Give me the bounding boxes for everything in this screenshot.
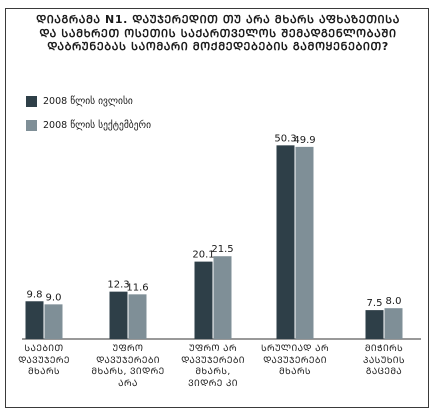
category-label-2-line-4: ᲐᲠᲐ — [118, 378, 138, 389]
category-label-2: ᲣᲤᲠᲝ ᲓᲐᲕᲣᲯᲔᲠᲔᲑᲘ ᲛᲮᲐᲠᲡ, ᲕᲘᲓᲠᲔ ᲐᲠᲐ — [89, 344, 167, 390]
legend-swatch-september — [26, 119, 37, 131]
legend-item-september: 2008 წლის სექტემბერი — [26, 116, 151, 134]
bar-series-1-cat-2 — [109, 291, 128, 339]
data-label-series-1-cat-1: 9.8 — [27, 289, 43, 300]
bar-series-2-cat-5 — [384, 308, 403, 339]
data-label-series-1-cat-2: 12.3 — [107, 280, 129, 291]
legend: 2008 წლის ივლისი 2008 წლის სექტემბერი — [26, 92, 151, 140]
data-label-series-2-cat-3: 21.5 — [211, 244, 233, 255]
category-label-1: ᲡᲐᲔᲑᲘᲗ ᲓᲐᲕᲣᲯᲔᲠᲔ ᲛᲮᲐᲠᲡ — [5, 344, 83, 379]
category-label-2-line-1: ᲣᲤᲠᲝ — [112, 344, 144, 354]
category-label-5: ᲛᲘᲭᲘᲠᲡ ᲞᲐᲡᲣᲮᲘᲡ ᲒᲐᲪᲔᲛᲐ — [345, 344, 423, 379]
category-label-3-line-4: ᲕᲘᲓᲠᲔ ᲙᲘ — [188, 378, 238, 389]
category-label-4-line-2: ᲓᲐᲕᲣᲯᲔᲠᲔᲑᲘ — [263, 355, 327, 366]
data-label-series-2-cat-5: 8.0 — [386, 296, 402, 307]
category-label-1-line-2: ᲓᲐᲕᲣᲯᲔᲠᲔ — [18, 355, 70, 366]
data-label-series-2-cat-1: 9.0 — [46, 292, 62, 303]
bar-series-1-cat-4 — [276, 145, 295, 339]
category-label-2-line-3: ᲛᲮᲐᲠᲡ, ᲕᲘᲓᲠᲔ — [91, 367, 165, 377]
category-label-1-line-3: ᲛᲮᲐᲠᲡ — [27, 367, 61, 377]
category-label-5-line-1: ᲛᲘᲭᲘᲠᲡ — [364, 344, 404, 354]
legend-swatch-july — [26, 95, 37, 107]
legend-label-september: 2008 წლის სექტემბერი — [43, 119, 152, 131]
chart-title-line-2: ᲓᲐ ᲡᲐᲛᲮᲠᲔᲗ ᲝᲡᲔᲗᲘᲡ ᲡᲐᲥᲐᲠᲗᲕᲔᲚᲝᲡ ᲨᲔᲛᲐᲓᲒᲔᲜᲚᲝ… — [39, 26, 397, 40]
chart-title: ᲓᲘᲐᲒᲠᲐᲛᲐ N1. ᲓᲐᲣᲯᲔᲠᲔᲓᲘᲗ ᲗᲣ ᲐᲠᲐ ᲛᲮᲐᲠᲡ ᲐᲤᲮ… — [0, 13, 436, 54]
category-label-4: ᲡᲠᲣᲚᲘᲐᲓ ᲐᲠ ᲓᲐᲕᲣᲯᲔᲠᲔᲑᲘ ᲛᲮᲐᲠᲡ — [256, 344, 334, 379]
bar-series-1-cat-5 — [365, 310, 384, 339]
category-label-3-line-2: ᲓᲐᲕᲣᲯᲔᲠᲔᲑᲘ — [181, 355, 245, 366]
data-label-series-2-cat-2: 11.6 — [126, 282, 148, 293]
category-label-3-line-3: ᲛᲮᲐᲠᲡ, — [195, 367, 231, 377]
category-label-4-line-1: ᲡᲠᲣᲚᲘᲐᲓ ᲐᲠ — [261, 344, 329, 354]
chart-title-line-1: ᲓᲘᲐᲒᲠᲐᲛᲐ N1. ᲓᲐᲣᲯᲔᲠᲔᲓᲘᲗ ᲗᲣ ᲐᲠᲐ ᲛᲮᲐᲠᲡ ᲐᲤᲮ… — [36, 13, 400, 26]
category-label-4-line-3: ᲛᲮᲐᲠᲡ — [278, 367, 312, 377]
chart-frame — [5, 8, 429, 408]
legend-label-july: 2008 წლის ივლისი — [43, 95, 133, 107]
legend-item-july: 2008 წლის ივლისი — [26, 92, 151, 110]
bar-series-1-cat-1 — [25, 301, 44, 339]
category-label-3-line-1: ᲣᲤᲠᲝ ᲐᲠ — [189, 344, 237, 354]
bar-series-1-cat-3 — [194, 261, 213, 339]
chart-title-line-3: ᲓᲐᲑᲠᲣᲜᲔᲑᲐᲡ ᲡᲐᲝᲛᲐᲠᲘ ᲛᲝᲥᲛᲔᲓᲔᲑᲔᲑᲘᲡ ᲒᲐᲛᲝᲧᲔᲜᲔ… — [47, 40, 389, 53]
bar-series-2-cat-4 — [295, 146, 314, 339]
category-label-2-line-2: ᲓᲐᲕᲣᲯᲔᲠᲔᲑᲘ — [96, 355, 160, 366]
category-label-1-line-1: ᲡᲐᲔᲑᲘᲗ — [24, 344, 64, 354]
data-label-series-1-cat-3: 20.1 — [192, 250, 214, 261]
bar-series-2-cat-2 — [128, 294, 147, 339]
data-label-series-1-cat-4: 50.3 — [274, 133, 296, 144]
category-label-5-line-3: ᲒᲐᲪᲔᲛᲐ — [365, 367, 403, 377]
bar-series-2-cat-1 — [44, 304, 63, 339]
category-label-3: ᲣᲤᲠᲝ ᲐᲠ ᲓᲐᲕᲣᲯᲔᲠᲔᲑᲘ ᲛᲮᲐᲠᲡ, ᲕᲘᲓᲠᲔ ᲙᲘ — [174, 344, 252, 390]
data-label-series-2-cat-4: 49.9 — [293, 135, 315, 146]
data-label-series-1-cat-5: 7.5 — [367, 298, 383, 309]
category-label-5-line-2: ᲞᲐᲡᲣᲮᲘᲡ — [362, 355, 406, 366]
bar-series-2-cat-3 — [213, 256, 232, 339]
